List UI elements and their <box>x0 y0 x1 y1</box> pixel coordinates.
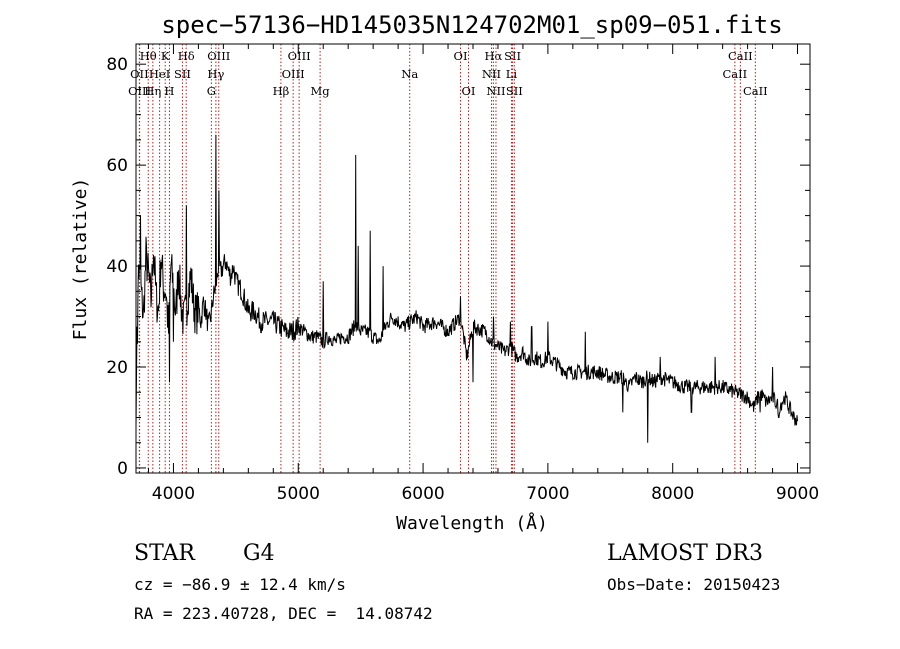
spectral-line-label: Hα <box>484 49 502 63</box>
spectral-line-label: NII <box>486 84 505 98</box>
y-tick-label: 0 <box>117 459 128 479</box>
spectral-line-label: Hγ <box>207 67 224 81</box>
spectral-line-label: OIII <box>207 49 230 63</box>
chart-title: spec−57136−HD145035N124702M01_sp09−051.f… <box>161 11 782 39</box>
obs-date: Obs−Date: 20150423 <box>607 575 781 594</box>
x-tick-label: 6000 <box>401 484 444 504</box>
coordinates: RA = 223.40728, DEC = 14.08742 <box>134 604 433 623</box>
x-tick-label: 4000 <box>152 484 195 504</box>
survey-name: LAMOST DR3 <box>607 541 763 566</box>
spectral-line-label: SII <box>174 67 191 81</box>
x-tick-label: 8000 <box>651 484 694 504</box>
spectral-line-label: SII <box>504 49 521 63</box>
axis-ticks: 4000 5000 6000 7000 8000 9000 0 20 40 60 80 <box>106 44 819 504</box>
spectral-line-label: OII <box>130 67 149 81</box>
x-tick-label: 7000 <box>526 484 569 504</box>
y-tick-label: 60 <box>106 156 128 176</box>
spectral-line-label: Mg <box>311 84 331 98</box>
y-tick-label: 20 <box>106 358 128 378</box>
spectral-line-label: OI <box>454 49 468 63</box>
spectral-line-label: H <box>164 84 174 98</box>
spectral-line-label: CaII <box>728 49 753 63</box>
plot-axes <box>135 43 811 474</box>
spectrum-trace <box>135 134 798 443</box>
spectral-line-label: Hη <box>144 84 161 98</box>
y-tick-label: 40 <box>106 257 128 277</box>
spectral-line-label: SII <box>506 84 523 98</box>
y-tick-label: 80 <box>106 55 128 75</box>
spectral-line-label: NII <box>482 67 501 81</box>
spectral-line-label: HeI <box>149 67 170 81</box>
velocity-readout: cz = −86.9 ± 12.4 km/s <box>134 575 346 594</box>
spectral-line-label: OIII <box>288 49 311 63</box>
x-tick-label: 9000 <box>776 484 819 504</box>
spectral-line-label: OIII <box>128 84 151 98</box>
spectral-line-label: Na <box>401 67 418 81</box>
object-type: STAR <box>134 541 195 566</box>
spectral-line-label: Hθ <box>140 49 157 63</box>
spectral-line-label: OI <box>462 84 476 98</box>
subclass: G4 <box>243 541 275 566</box>
y-axis-label: Flux (relative) <box>70 178 91 341</box>
x-axis-label: Wavelength (Å) <box>396 512 548 534</box>
spectral-line-label: G <box>207 84 216 98</box>
spectral-line-label: Li <box>506 67 518 81</box>
spectral-line-label: Hβ <box>273 84 290 98</box>
spectral-line-label: Hδ <box>178 49 195 63</box>
spectral-line-label: OIII <box>282 67 305 81</box>
spectral-line-label: CaII <box>722 67 747 81</box>
spectral-line-label: CaII <box>743 84 768 98</box>
x-tick-label: 5000 <box>277 484 320 504</box>
spectral-line-label: K <box>161 49 170 63</box>
plot-frame <box>135 43 811 474</box>
spectrum-series <box>135 134 798 443</box>
